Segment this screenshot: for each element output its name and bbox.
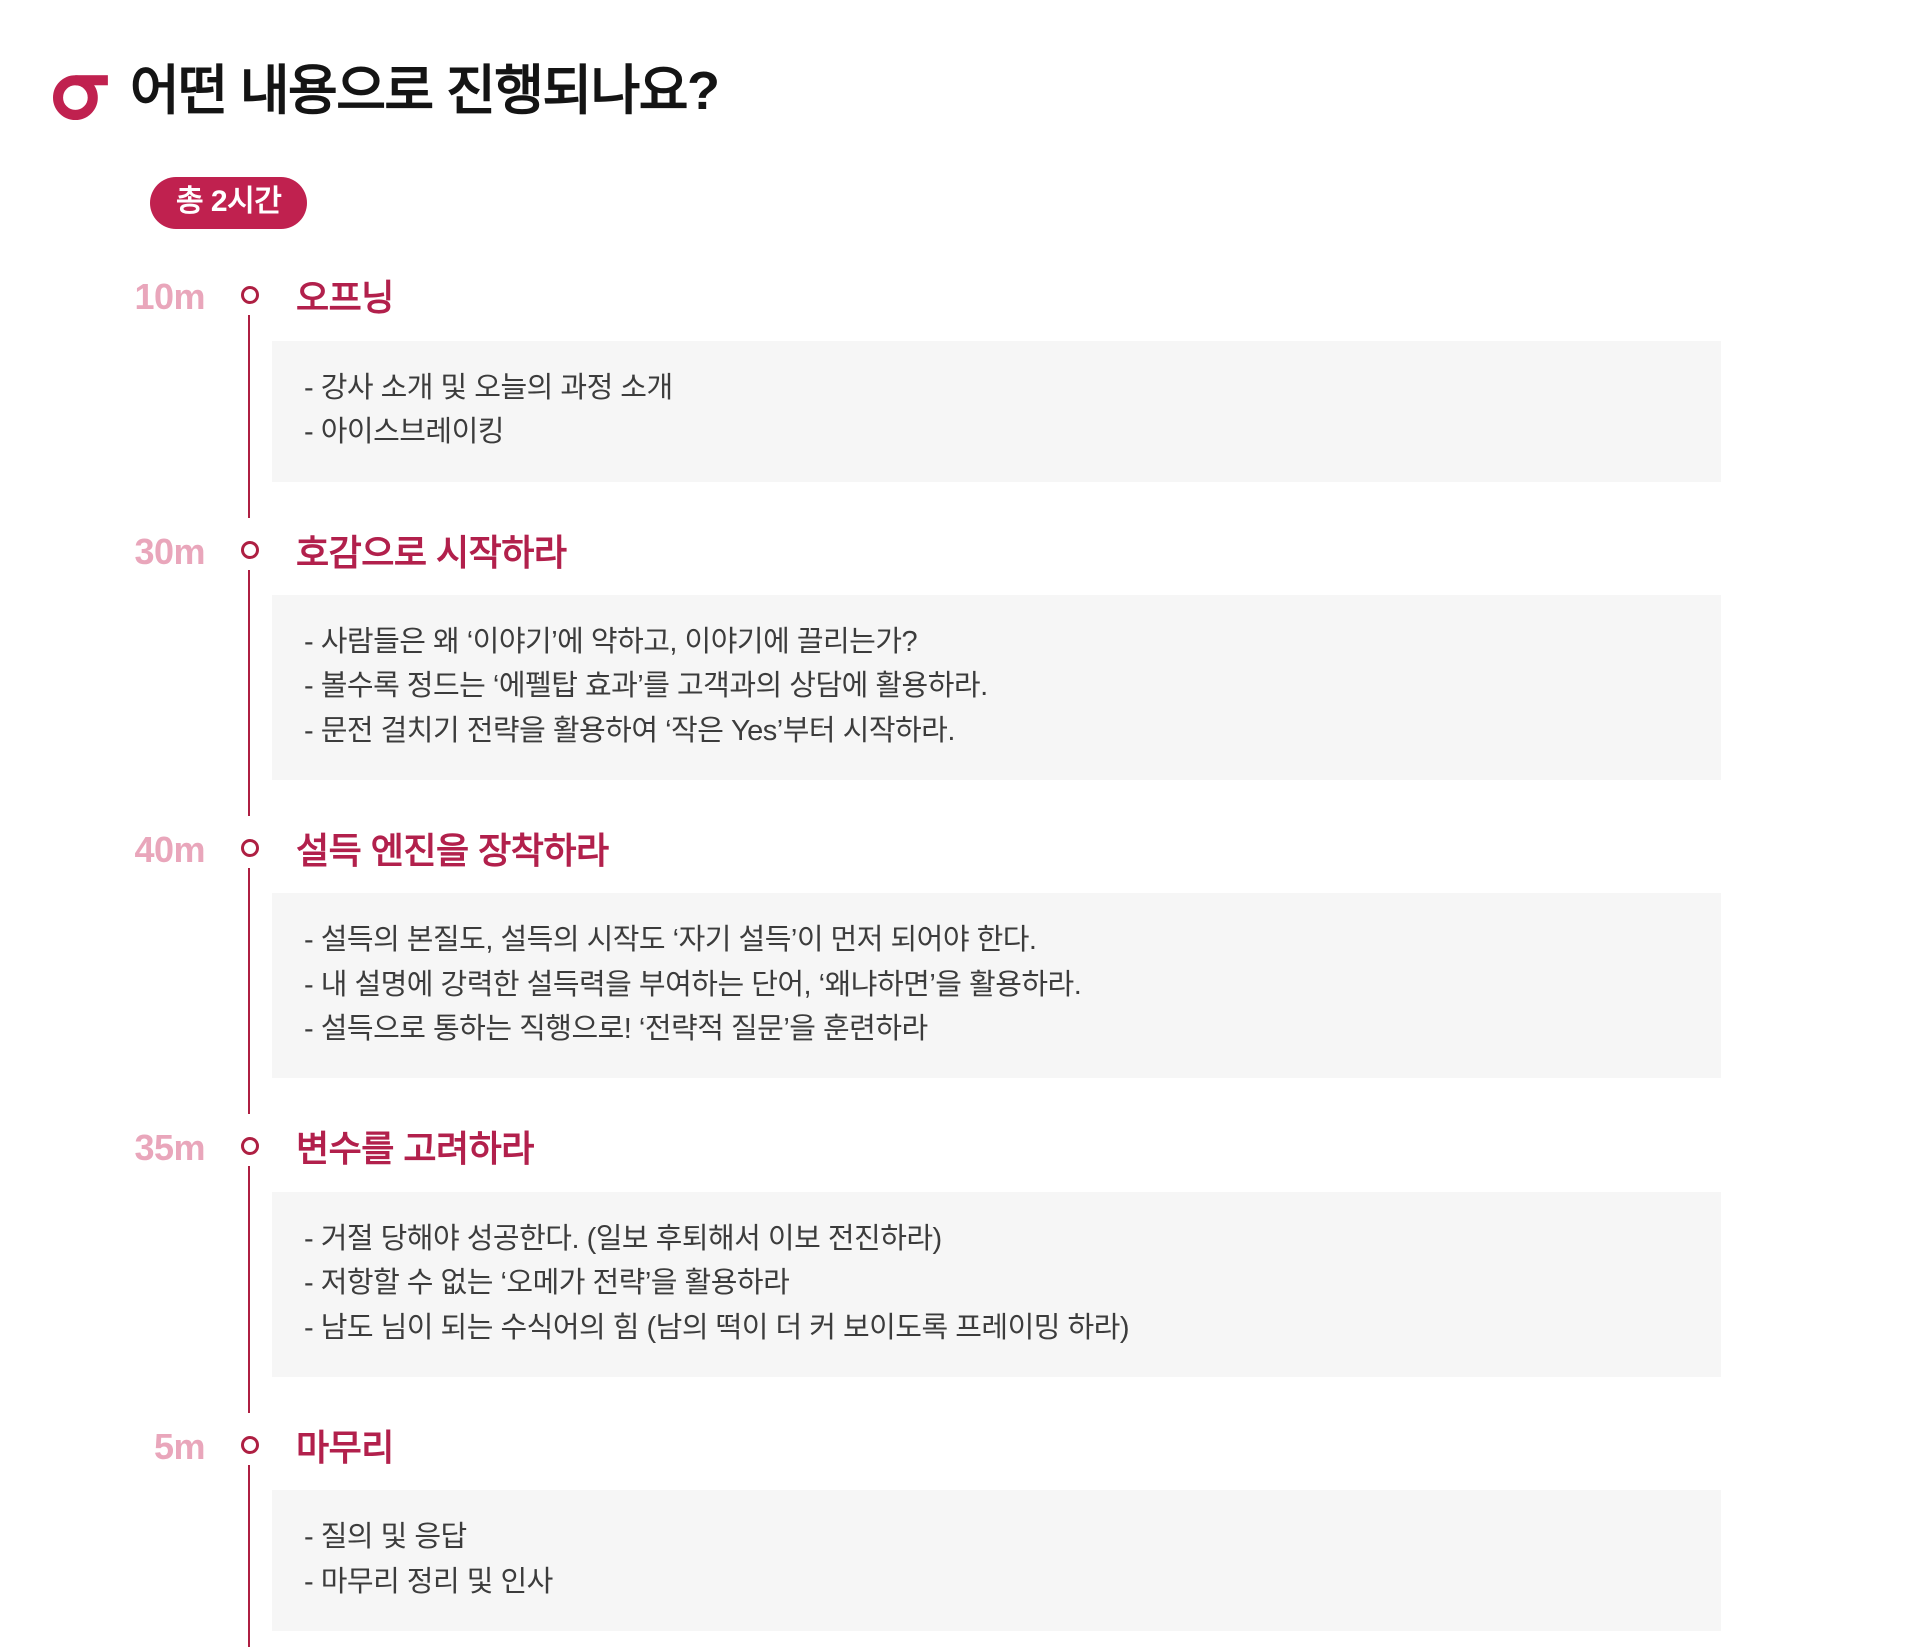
- bullet-item: - 마무리 정리 및 인사: [304, 1565, 553, 1598]
- timeline-section: 40m 설득 엔진을 장착하라 - 설득의 본질도, 설득의 시작도 ‘자기 설…: [0, 828, 1920, 1115]
- timeline-node-icon: [241, 838, 259, 857]
- section-details-box: - 강사 소개 및 오늘의 과정 소개 - 아이스브레이킹: [272, 340, 1721, 482]
- bullet-item: - 사람들은 왜 ‘이야기’에 약하고, 이야기에 끌리는가?: [304, 625, 918, 658]
- bullet-item: - 문전 걸치기 전략을 활용하여 ‘작은 Yes’부터 시작하라.: [304, 714, 955, 747]
- section-content: 오프닝 - 강사 소개 및 오늘의 과정 소개 - 아이스브레이킹: [272, 277, 1721, 482]
- bullet-item: - 설득으로 통하는 직행으로! ‘전략적 질문’을 훈련하라: [304, 1013, 928, 1046]
- timeline-section: 30m 호감으로 시작하라 - 사람들은 왜 ‘이야기’에 약하고, 이야기에 …: [0, 530, 1920, 816]
- bullet-item: - 내 설명에 강력한 설득력을 부여하는 단어, ‘왜냐하면’을 활용하라.: [304, 968, 1082, 1001]
- section-details-box: - 질의 및 응답 - 마무리 정리 및 인사: [272, 1490, 1721, 1632]
- timeline-connector-line: [248, 1464, 250, 1648]
- total-duration-badge: 총 2시간: [150, 177, 308, 230]
- timeline-node-icon: [241, 286, 259, 305]
- section-duration-label: 35m: [134, 1127, 205, 1169]
- timeline-rail: [205, 1427, 272, 1648]
- section-duration-label: 10m: [134, 276, 205, 318]
- bullet-item: - 강사 소개 및 오늘의 과정 소개: [304, 371, 673, 404]
- timeline-section: 10m 오프닝 - 강사 소개 및 오늘의 과정 소개 - 아이스브레이킹: [0, 276, 1920, 518]
- timeline-connector-line: [248, 867, 250, 1115]
- bullet-item: - 아이스브레이킹: [304, 416, 504, 449]
- timeline-node-icon: [241, 540, 259, 559]
- section-duration-label: 5m: [153, 1425, 206, 1467]
- timeline-connector-line: [248, 315, 250, 518]
- bullet-item: - 저항할 수 없는 ‘오메가 전략’을 활용하라: [304, 1267, 790, 1300]
- section-title: 설득 엔진을 장착하라: [296, 829, 609, 871]
- page-header: 어떤 내용으로 진행되나요?: [0, 0, 1920, 121]
- section-title: 변수를 고려하라: [296, 1128, 534, 1170]
- section-content: 마무리 - 질의 및 응답 - 마무리 정리 및 인사: [272, 1426, 1721, 1632]
- timeline-rail: [205, 1128, 272, 1413]
- timeline-rail: [205, 277, 272, 518]
- bullet-item: - 남도 님이 되는 수식어의 힘 (남의 떡이 더 커 보이도록 프레이밍 하…: [304, 1311, 1130, 1344]
- brand-logo-icon: [52, 64, 110, 120]
- timeline-section: 5m 마무리 - 질의 및 응답 - 마무리 정리 및 인사: [0, 1425, 1920, 1648]
- section-details-box: - 설득의 본질도, 설득의 시작도 ‘자기 설득’이 먼저 되어야 한다. - …: [272, 893, 1721, 1079]
- section-duration-label: 40m: [134, 828, 205, 870]
- timeline-connector-line: [248, 1166, 250, 1413]
- bullet-item: - 거절 당해야 성공한다. (일보 후퇴해서 이보 전진하라): [304, 1222, 942, 1255]
- timeline-section: 35m 변수를 고려하라 - 거절 당해야 성공한다. (일보 후퇴해서 이보 …: [0, 1127, 1920, 1413]
- page-title: 어떤 내용으로 진행되나요?: [130, 61, 720, 121]
- section-content: 변수를 고려하라 - 거절 당해야 성공한다. (일보 후퇴해서 이보 전진하라…: [272, 1128, 1721, 1377]
- timeline-node-icon: [241, 1435, 259, 1454]
- bullet-item: - 볼수록 정드는 ‘에펠탑 효과’를 고객과의 상담에 활용하라.: [304, 670, 988, 703]
- bullet-item: - 질의 및 응답: [304, 1521, 467, 1554]
- bullet-item: - 설득의 본질도, 설득의 시작도 ‘자기 설득’이 먼저 되어야 한다.: [304, 924, 1037, 957]
- section-content: 호감으로 시작하라 - 사람들은 왜 ‘이야기’에 약하고, 이야기에 끌리는가…: [272, 532, 1721, 780]
- section-title: 오프닝: [296, 277, 394, 319]
- section-details-box: - 사람들은 왜 ‘이야기’에 약하고, 이야기에 끌리는가? - 볼수록 정드는…: [272, 594, 1721, 780]
- section-title: 마무리: [296, 1426, 394, 1468]
- section-duration-label: 30m: [134, 530, 205, 572]
- section-content: 설득 엔진을 장착하라 - 설득의 본질도, 설득의 시작도 ‘자기 설득’이 …: [272, 829, 1721, 1079]
- curriculum-timeline: 10m 오프닝 - 강사 소개 및 오늘의 과정 소개 - 아이스브레이킹 30m…: [0, 276, 1920, 1648]
- section-details-box: - 거절 당해야 성공한다. (일보 후퇴해서 이보 전진하라) - 저항할 수 …: [272, 1191, 1721, 1377]
- timeline-rail: [205, 830, 272, 1115]
- timeline-rail: [205, 532, 272, 816]
- section-title: 호감으로 시작하라: [296, 531, 567, 573]
- timeline-node-icon: [241, 1137, 259, 1156]
- timeline-connector-line: [248, 569, 250, 816]
